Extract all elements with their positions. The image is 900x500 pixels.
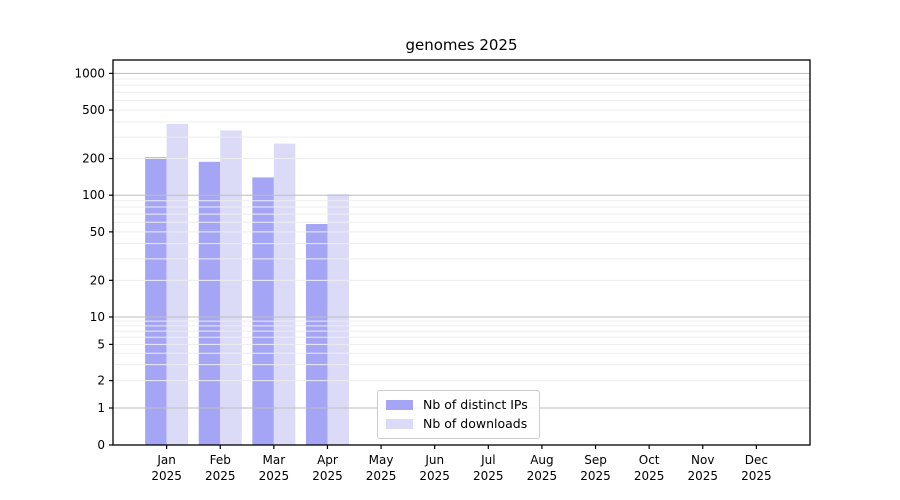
x-tick-label-month: Jan [156,453,176,467]
x-tick-label-month: Nov [691,453,714,467]
x-tick-label-month: Jun [424,453,444,467]
x-tick-label-month: Apr [317,453,338,467]
x-tick-label-month: Oct [639,453,660,467]
bars [145,123,349,446]
y-tick-label: 10 [90,310,105,324]
bar-jan-downloads [166,123,189,446]
x-tick-label-year: 2025 [580,469,611,483]
x-tick-label-year: 2025 [259,469,290,483]
y-tick-label: 2 [97,374,105,388]
x-tick-label-month: Feb [210,453,231,467]
bar-apr-ips [305,224,328,445]
legend-item-downloads: Nb of downloads [386,415,528,432]
y-tick-label: 20 [90,273,105,287]
x-tick-label-year: 2025 [312,469,343,483]
legend-swatch-distinct-ips [386,399,413,410]
bar-feb-ips [198,161,221,446]
bar-apr-downloads [327,194,349,445]
x-tick-label-month: Jul [480,453,495,467]
x-axis: Jan 2025 Feb 2025 Mar 2025 Apr 2025 May 2025 Jun 20… [151,445,772,483]
y-tick-label: 200 [82,152,105,166]
x-tick-label-month: Dec [745,453,768,467]
x-tick-label-year: 2025 [634,469,665,483]
y-tick-label: 100 [82,188,105,202]
plot-border [112,59,811,446]
x-tick-label-year: 2025 [205,469,236,483]
y-tick-label: 5 [97,337,105,351]
x-tick-label-month: Aug [530,453,553,467]
x-tick-label-year: 2025 [741,469,772,483]
y-axis: 0 1 2 5 10 20 50 100 200 500 1000 [74,66,113,452]
chart-title: genomes 2025 [405,36,518,54]
x-tick-label-month: Mar [263,453,286,467]
legend-label-distinct-ips: Nb of distinct IPs [423,397,528,412]
y-tick-label: 50 [90,225,105,239]
x-tick-label-year: 2025 [527,469,558,483]
x-tick-label-year: 2025 [151,469,182,483]
legend-swatch-downloads [386,418,413,429]
y-tick-label: 500 [82,103,105,117]
legend-item-distinct-ips: Nb of distinct IPs [386,396,528,413]
x-tick-label-year: 2025 [687,469,718,483]
bar-jan-ips [145,157,167,445]
bar-feb-downloads [220,130,242,445]
legend-label-downloads: Nb of downloads [423,416,528,431]
x-tick-label-year: 2025 [366,469,397,483]
bar-mar-ips [252,177,274,445]
x-tick-label-year: 2025 [473,469,504,483]
y-tick-label: 1 [97,401,105,415]
bar-mar-downloads [273,143,296,445]
y-tick-label: 1000 [74,66,105,80]
x-tick-label-month: Sep [584,453,607,467]
x-tick-label-year: 2025 [419,469,450,483]
x-tick-label-month: May [369,453,394,467]
y-tick-label: 0 [97,438,105,452]
legend: Nb of distinct IPs Nb of downloads [377,390,540,439]
